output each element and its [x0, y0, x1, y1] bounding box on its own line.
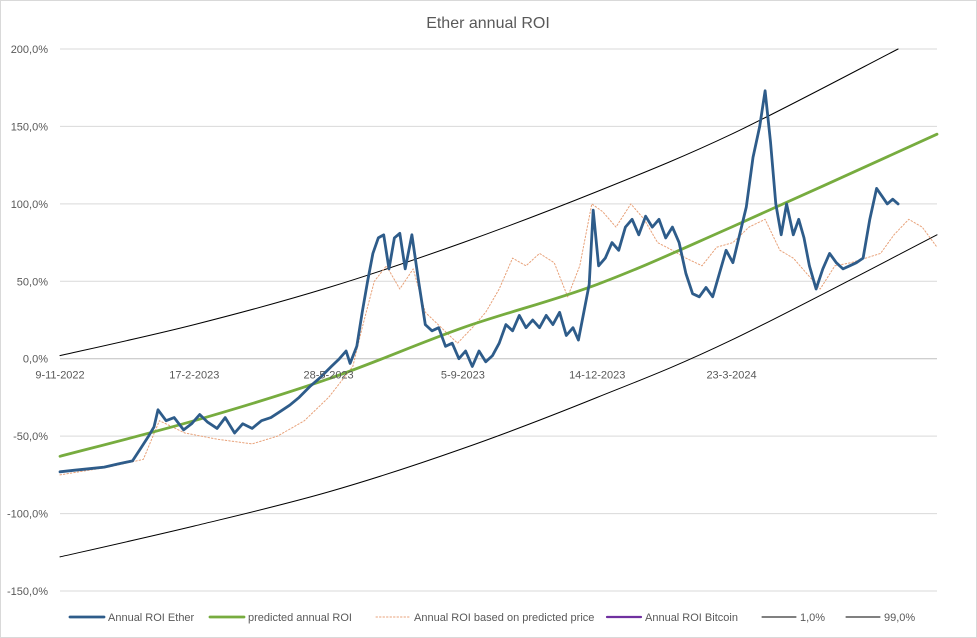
y-tick-label: 150,0%: [11, 121, 49, 133]
y-tick-label: -100,0%: [7, 509, 48, 521]
x-tick-label: 5-9-2023: [441, 370, 485, 382]
legend-label: 99,0%: [884, 612, 915, 624]
legend-label: 1,0%: [800, 612, 825, 624]
x-tick-label: 9-11-2022: [35, 370, 84, 382]
y-tick-label: -150,0%: [7, 586, 48, 598]
legend-label: predicted annual ROI: [248, 612, 352, 624]
x-tick-label: 17-2-2023: [169, 370, 219, 382]
series-line-4: [59, 234, 938, 558]
legend-label: Annual ROI based on predicted price: [414, 612, 594, 624]
y-tick-label: 200,0%: [11, 44, 49, 56]
y-tick-label: 100,0%: [11, 199, 49, 211]
gridlines: [60, 48, 937, 592]
x-axis-tick-labels: 9-11-2022 17-2-2023 28-5-2023 5-9-2023 14-12…: [35, 370, 756, 382]
series-lines: [58, 48, 939, 558]
series-line-1: [58, 132, 939, 458]
y-tick-label: -50,0%: [13, 431, 48, 443]
series-line-0: [58, 89, 900, 474]
y-tick-label: 50,0%: [17, 276, 48, 288]
y-tick-label: 0,0%: [23, 354, 48, 366]
x-tick-label: 23-3-2024: [706, 370, 756, 382]
legend: Annual ROI Ether predicted annual ROI Annu…: [68, 612, 915, 624]
chart-title: Ether annual ROI: [426, 15, 550, 32]
y-axis-tick-labels: 200,0% 150,0% 100,0% 50,0% 0,0% -50,0% -100,0%…: [7, 44, 48, 598]
legend-label: Annual ROI Ether: [108, 612, 195, 624]
x-tick-label: 14-12-2023: [569, 370, 625, 382]
series-line-2: [59, 203, 938, 476]
series-line-5: [59, 48, 899, 357]
legend-label: Annual ROI Bitcoin: [645, 612, 738, 624]
x-tick-label: 28-5-2023: [304, 370, 354, 382]
